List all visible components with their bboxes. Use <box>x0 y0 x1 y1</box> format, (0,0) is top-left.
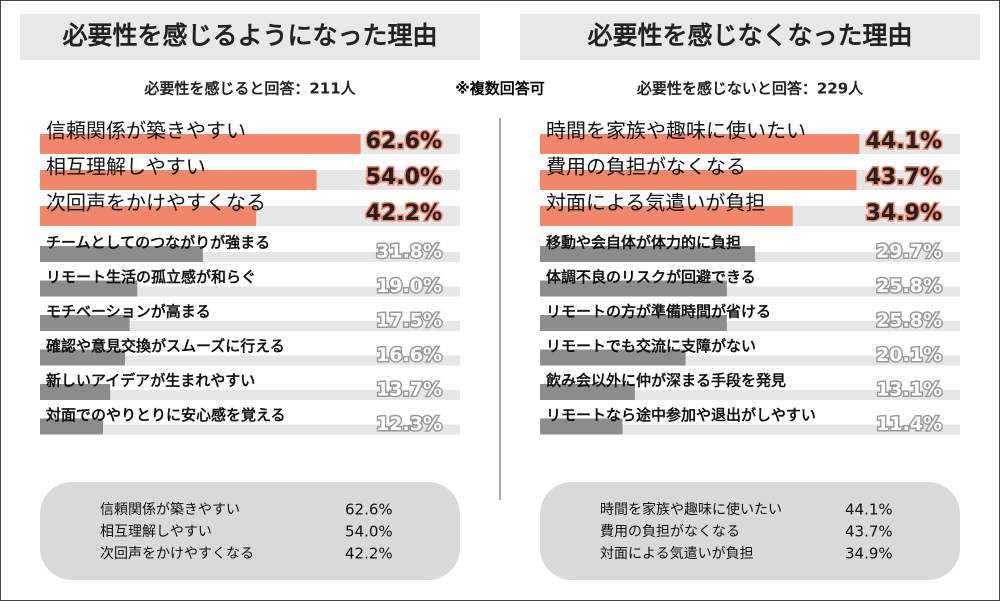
value-label: 44.1% <box>866 129 942 154</box>
category-label: 対面でのやりとりに安心感を覚える <box>45 406 286 424</box>
bar-track <box>40 286 460 297</box>
note: ※複数回答可 <box>455 80 545 98</box>
bar <box>540 246 756 262</box>
chart-subtitle: 必要性を感じないと回答：229人 <box>636 80 864 98</box>
bar <box>40 134 361 154</box>
category-label: 体調不良のリスクが回避できる <box>546 268 756 286</box>
summary-label: 対面による気遣いが負担 <box>600 546 754 562</box>
category-label: 時間を家族や趣味に使いたい <box>546 119 806 143</box>
summary-box <box>40 482 460 580</box>
value-label: 42.2% <box>366 201 442 226</box>
title-band <box>520 14 980 60</box>
value-label: 19.0% <box>376 275 442 297</box>
category-label: 費用の負担がなくなる <box>546 155 746 179</box>
value-label: 34.9% <box>866 201 942 226</box>
bar-track <box>540 321 960 331</box>
bar <box>540 280 727 297</box>
value-label: 29.7% <box>876 241 942 263</box>
bar-track <box>540 424 960 435</box>
value-label: 25.8% <box>876 275 942 297</box>
category-label: 相互理解しやすい <box>46 155 206 179</box>
value-label: 54.0% <box>366 165 442 190</box>
summary-label: 信頼関係が築きやすい <box>100 502 240 518</box>
bar <box>540 206 793 226</box>
chart-subtitle: 必要性を感じると回答：211人 <box>143 80 356 98</box>
summary-label: 費用の負担がなくなる <box>600 524 740 540</box>
summary-value: 62.6% <box>345 501 393 519</box>
bar-track <box>540 390 960 400</box>
summary-label: 時間を家族や趣味に使いたい <box>600 501 782 518</box>
bar <box>540 170 857 190</box>
category-label: リモートなら途中参加や退出がしやすい <box>546 406 816 424</box>
summary-value: 42.2% <box>345 545 393 563</box>
bar-track <box>540 286 960 297</box>
category-label: 次回声をかけやすくなる <box>46 191 266 215</box>
bar <box>540 384 635 400</box>
bar <box>40 315 130 331</box>
value-label: 17.5% <box>376 310 442 332</box>
category-label: 移動や会自体が体力的に負担 <box>546 234 741 252</box>
bar <box>40 384 111 400</box>
chart-title: 必要性を感じなくなった理由 <box>587 21 912 50</box>
title-band <box>20 14 480 60</box>
value-label: 16.6% <box>376 344 442 366</box>
summary-label: 次回声をかけやすくなる <box>100 546 254 562</box>
chart-title: 必要性を感じるようになった理由 <box>62 21 437 50</box>
summary-label: 相互理解しやすい <box>100 524 212 540</box>
category-label: チームとしてのつながりが強まる <box>46 234 270 252</box>
summary-value: 54.0% <box>345 523 393 541</box>
value-label: 31.8% <box>376 241 442 263</box>
bar <box>540 349 686 366</box>
bar-track <box>40 355 460 366</box>
value-label: 13.7% <box>376 379 442 401</box>
summary-value: 43.7% <box>845 523 893 541</box>
bar <box>40 246 203 262</box>
bar <box>40 170 317 190</box>
category-label: リモートでも交流に支障がない <box>546 337 756 355</box>
value-label: 62.6% <box>366 129 442 154</box>
bar <box>40 206 257 226</box>
value-label: 20.1% <box>876 344 942 366</box>
category-label: リモートの方が準備時間が省ける <box>546 303 771 321</box>
category-label: 飲み会以外に仲が深まる手段を発見 <box>545 372 786 390</box>
summary-box <box>540 482 960 580</box>
category-label: 対面による気遣いが負担 <box>546 191 765 215</box>
bar <box>540 315 727 331</box>
category-label: 信頼関係が築きやすい <box>46 119 246 143</box>
bar <box>40 418 103 435</box>
bar-track <box>540 355 960 366</box>
value-label: 11.4% <box>876 413 942 435</box>
bar-track <box>40 321 460 331</box>
value-label: 13.1% <box>876 379 942 401</box>
summary-value: 34.9% <box>845 545 893 563</box>
bar-track <box>40 390 460 400</box>
value-label: 43.7% <box>866 165 942 190</box>
bar-track <box>40 252 460 262</box>
bar <box>40 280 138 297</box>
bar <box>540 134 860 154</box>
category-label: 確認や意見交換がスムーズに行える <box>45 337 285 355</box>
category-label: モチベーションが高まる <box>46 303 211 321</box>
bar <box>40 349 126 366</box>
summary-value: 44.1% <box>845 501 893 519</box>
value-label: 25.8% <box>876 310 942 332</box>
category-label: 新しいアイデアが生まれやすい <box>46 372 255 390</box>
bar <box>540 418 623 435</box>
bar-track <box>40 424 460 435</box>
category-label: リモート生活の孤立感が和らぐ <box>46 268 256 286</box>
value-label: 12.3% <box>376 413 442 435</box>
